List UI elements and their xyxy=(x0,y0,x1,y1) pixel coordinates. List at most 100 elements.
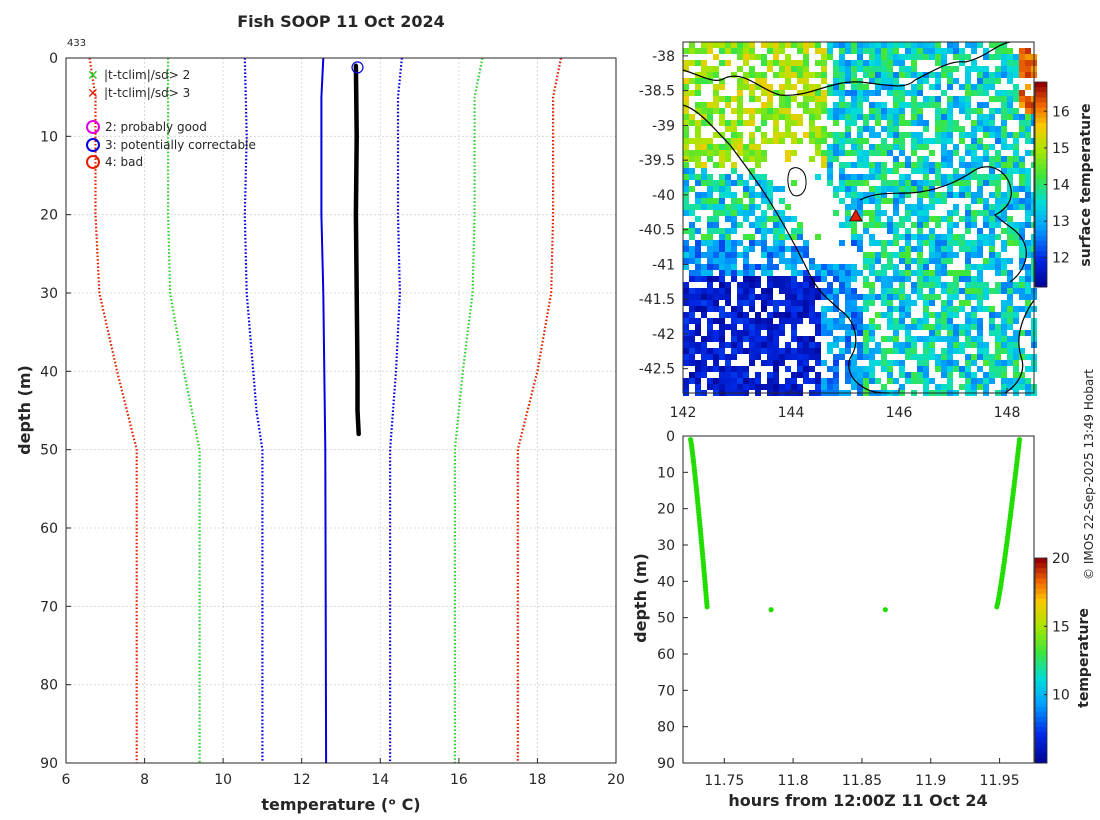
sst-pixel xyxy=(899,96,905,102)
sst-pixel xyxy=(917,354,923,360)
sst-pixel xyxy=(1013,198,1019,204)
sst-pixel xyxy=(689,60,695,66)
sst-pixel xyxy=(869,372,875,378)
sst-pixel xyxy=(863,42,869,48)
sst-pixel xyxy=(785,72,791,78)
sst-pixel xyxy=(755,192,761,198)
sst-pixel xyxy=(1013,168,1019,174)
sst-pixel xyxy=(1007,228,1013,234)
sst-pixel xyxy=(845,174,851,180)
sst-pixel xyxy=(761,84,767,90)
sst-pixel xyxy=(755,108,761,114)
lat-tick-label: -40.5 xyxy=(639,223,675,239)
sst-pixel xyxy=(815,270,821,276)
sst-pixel xyxy=(863,210,869,216)
sst-pixel xyxy=(911,120,917,126)
sst-pixel xyxy=(833,42,839,48)
sst-pixel xyxy=(755,372,761,378)
sst-pixel xyxy=(785,318,791,324)
sst-pixel xyxy=(977,180,983,186)
sst-pixel xyxy=(881,174,887,180)
sst-pixel xyxy=(1025,102,1031,108)
sst-pixel xyxy=(683,294,689,300)
sst-pixel xyxy=(815,60,821,66)
sst-pixel xyxy=(965,264,971,270)
sst-pixel xyxy=(839,276,845,282)
sst-pixel xyxy=(713,186,719,192)
sst-pixel xyxy=(719,378,725,384)
sst-pixel xyxy=(785,108,791,114)
sst-pixel xyxy=(947,270,953,276)
sst-pixel xyxy=(857,96,863,102)
sst-pixel xyxy=(929,354,935,360)
sst-pixel xyxy=(863,342,869,348)
sst-pixel xyxy=(731,324,737,330)
sst-pixel xyxy=(827,384,833,390)
sst-pixel xyxy=(779,216,785,222)
temp-colorbar-segment xyxy=(1035,593,1047,600)
sst-pixel xyxy=(821,60,827,66)
sst-pixel xyxy=(689,90,695,96)
sst-pixel xyxy=(755,144,761,150)
sst-pixel xyxy=(683,360,689,366)
sst-pixel xyxy=(1019,96,1025,102)
sst-pixel xyxy=(749,138,755,144)
sst-pixel xyxy=(743,378,749,384)
sst-pixel xyxy=(749,384,755,390)
sst-pixel xyxy=(929,216,935,222)
sst-pixel xyxy=(1001,228,1007,234)
sst-pixel xyxy=(725,354,731,360)
sst-pixel xyxy=(971,318,977,324)
sst-pixel xyxy=(761,288,767,294)
sst-pixel xyxy=(1007,156,1013,162)
sst-pixel xyxy=(767,42,773,48)
sst-pixel xyxy=(923,48,929,54)
sst-pixel xyxy=(809,126,815,132)
sst-pixel xyxy=(971,108,977,114)
sst-pixel xyxy=(869,102,875,108)
sst-pixel xyxy=(743,60,749,66)
sst-pixel xyxy=(827,366,833,372)
sst-pixel xyxy=(977,126,983,132)
sst-pixel xyxy=(797,336,803,342)
sst-pixel xyxy=(893,288,899,294)
sst-pixel xyxy=(1013,366,1019,372)
sst-pixel xyxy=(743,210,749,216)
sst-pixel xyxy=(749,306,755,312)
sst-pixel xyxy=(869,348,875,354)
sst-pixel xyxy=(899,360,905,366)
sst-pixel xyxy=(875,222,881,228)
y-tick-label: 0 xyxy=(49,51,58,67)
sst-pixel xyxy=(863,60,869,66)
sst-pixel xyxy=(707,144,713,150)
sst-pixel xyxy=(1025,378,1031,384)
sst-pixel xyxy=(719,384,725,390)
sst-pixel xyxy=(911,84,917,90)
sst-pixel xyxy=(899,324,905,330)
sst-pixel xyxy=(887,126,893,132)
sst-pixel xyxy=(833,90,839,96)
sst-pixel xyxy=(881,312,887,318)
sst-pixel xyxy=(713,42,719,48)
sst-pixel xyxy=(971,144,977,150)
sst-pixel xyxy=(1013,72,1019,78)
sst-pixel xyxy=(1025,198,1031,204)
sst-pixel xyxy=(875,198,881,204)
sst-pixel xyxy=(821,360,827,366)
sst-pixel xyxy=(959,384,965,390)
sst-pixel xyxy=(1025,240,1031,246)
sst-pixel xyxy=(995,372,1001,378)
sst-pixel xyxy=(947,48,953,54)
sst-pixel xyxy=(713,318,719,324)
sst-pixel xyxy=(881,84,887,90)
temp-colorbar-segment xyxy=(1035,681,1047,687)
sst-pixel xyxy=(803,42,809,48)
sst-pixel xyxy=(851,384,857,390)
sst-pixel xyxy=(851,114,857,120)
sst-pixel xyxy=(983,384,989,390)
sst-pixel xyxy=(887,60,893,66)
sst-pixel xyxy=(851,162,857,168)
sst-pixel xyxy=(725,246,731,252)
sst-pixel xyxy=(767,48,773,54)
sst-pixel xyxy=(719,162,725,168)
